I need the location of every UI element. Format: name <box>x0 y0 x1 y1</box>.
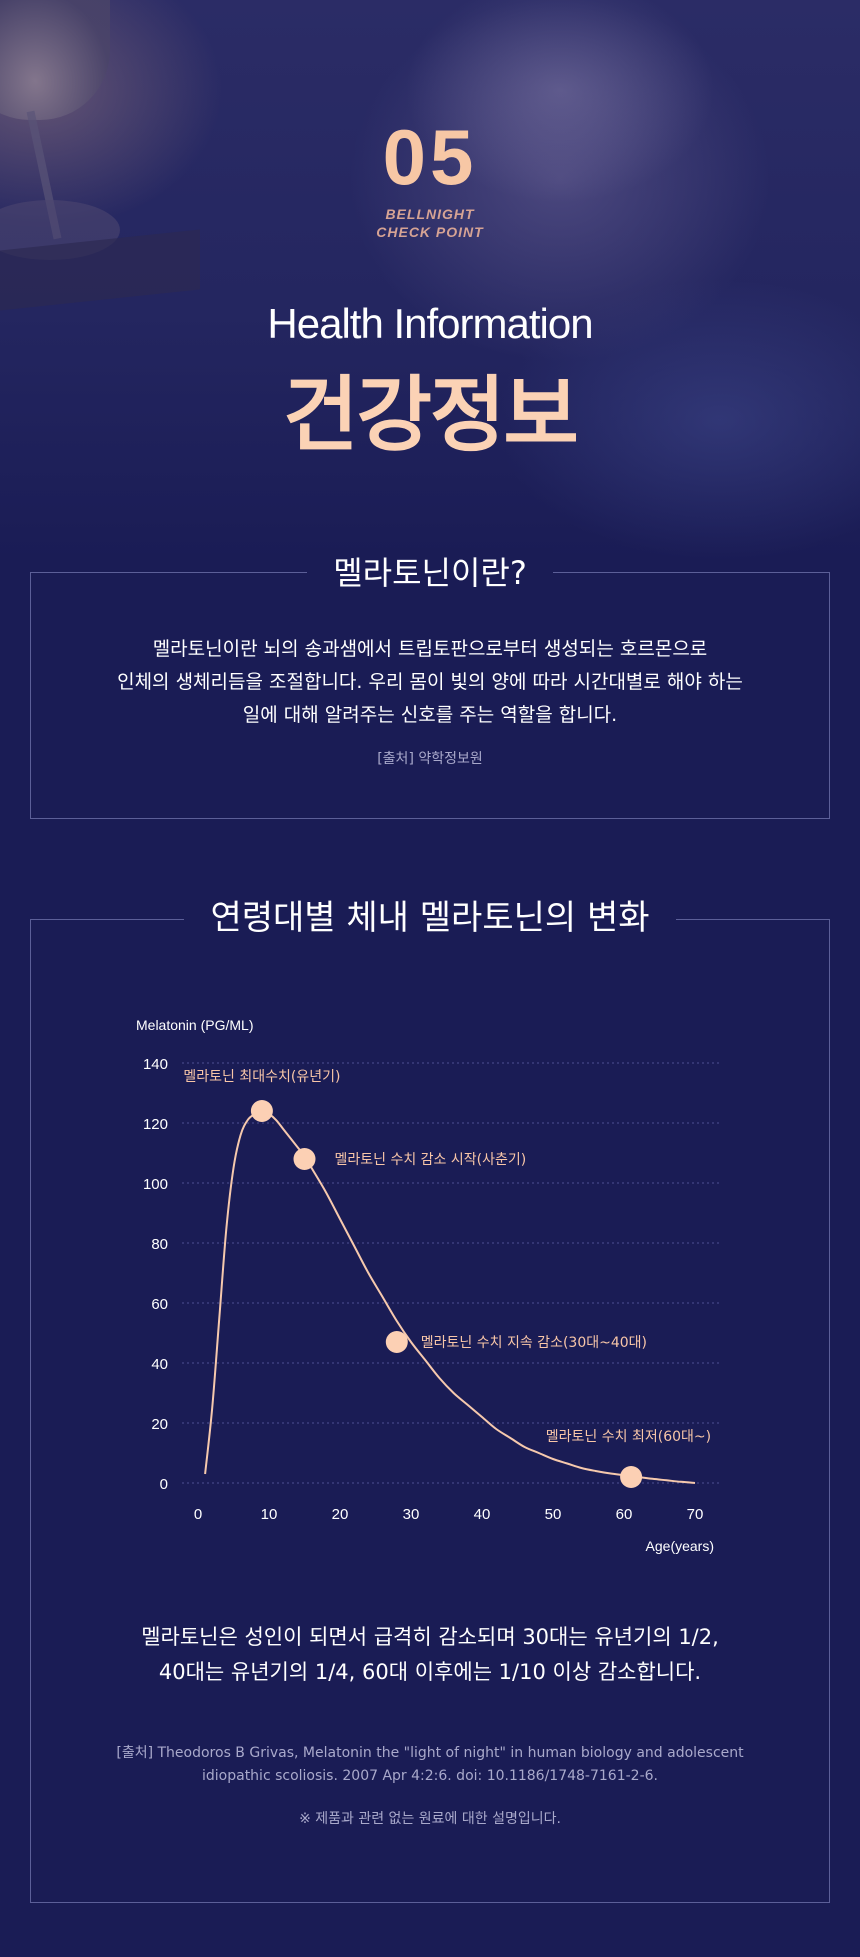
check-point-label: BELLNIGHT CHECK POINT <box>376 206 484 240</box>
data-point-label: 멜라토닌 수치 최저(60대~) <box>546 1429 711 1445</box>
y-tick-label: 0 <box>160 1476 168 1493</box>
data-point-label: 멜라토닌 수치 지속 감소(30대~40대) <box>421 1335 647 1351</box>
x-tick-label: 40 <box>474 1506 491 1523</box>
section-number: 05 <box>382 113 478 201</box>
data-point-marker <box>250 1100 273 1122</box>
y-axis-title: Melatonin (PG/ML) <box>136 1017 253 1033</box>
disclaimer-note: ※ 제품과 관련 없는 원료에 대한 설명입니다. <box>299 1811 561 1827</box>
y-tick-label: 120 <box>143 1116 168 1133</box>
data-point-marker <box>293 1148 316 1170</box>
sleeping-person-image <box>300 0 860 360</box>
y-tick-label: 140 <box>143 1056 168 1073</box>
y-tick-label: 100 <box>143 1176 168 1193</box>
x-tick-label: 70 <box>687 1506 704 1523</box>
data-point-label: 멜라토닌 수치 감소 시작(사춘기) <box>335 1152 527 1168</box>
melatonin-source: [출처] 약학정보원 <box>377 751 483 767</box>
melatonin-description: 멜라토닌이란 뇌의 송과샘에서 트립토판으로부터 생성되는 호르몬으로 인체의 … <box>117 638 743 726</box>
y-tick-label: 40 <box>151 1356 168 1373</box>
data-point-label: 멜라토닌 최대수치(유년기) <box>183 1069 340 1085</box>
x-tick-label: 30 <box>403 1506 420 1523</box>
hero-background <box>0 0 860 560</box>
x-tick-label: 20 <box>332 1506 349 1523</box>
x-tick-label: 10 <box>261 1506 278 1523</box>
chart-source: [출처] Theodoros B Grivas, Melatonin the "… <box>116 1745 744 1784</box>
x-tick-label: 50 <box>545 1506 562 1523</box>
y-tick-label: 20 <box>151 1416 168 1433</box>
y-tick-label: 60 <box>151 1296 168 1313</box>
hero-title: 건강정보 <box>283 368 579 463</box>
x-tick-label: 0 <box>194 1506 202 1523</box>
x-tick-label: 60 <box>616 1506 633 1523</box>
y-tick-label: 80 <box>151 1236 168 1253</box>
age-description: 멜라토닌은 성인이 되면서 급격히 감소되며 30대는 유년기의 1/2, 40… <box>141 1625 719 1684</box>
x-axis-title: Age(years) <box>646 1538 714 1554</box>
data-point-marker <box>620 1466 643 1488</box>
hero-subtitle: Health Information <box>267 300 593 347</box>
data-point-marker <box>385 1331 408 1353</box>
